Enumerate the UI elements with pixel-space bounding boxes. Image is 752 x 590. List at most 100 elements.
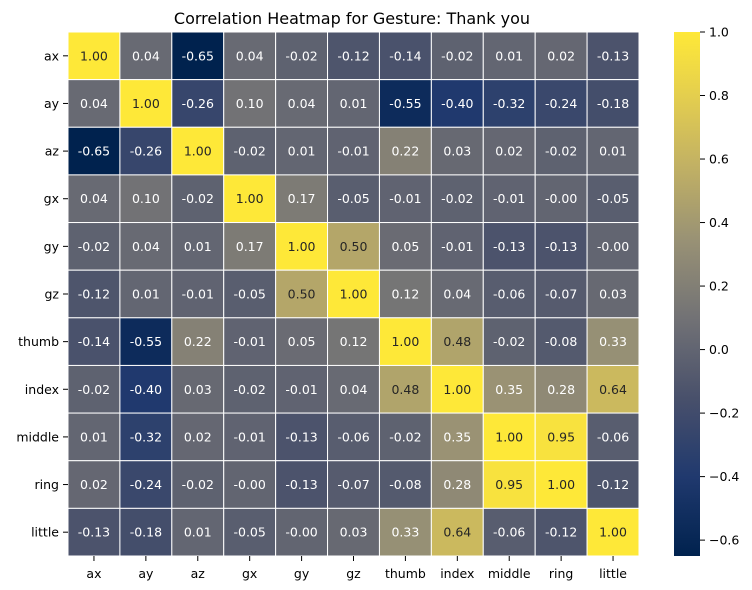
cell-value-label: -0.13	[597, 48, 629, 63]
heatmap-cell	[275, 126, 329, 176]
heatmap-cell	[119, 317, 173, 366]
cell-value-label: 1.00	[288, 239, 316, 254]
chart-title: Correlation Heatmap for Gesture: Thank y…	[174, 9, 530, 28]
x-tick-label: gz	[346, 566, 361, 581]
cell-value-label: 0.03	[443, 144, 471, 159]
heatmap-cell	[430, 507, 484, 557]
cell-value-label: -0.13	[285, 429, 317, 444]
y-axis: ax ay az gx gy gz thumb index middle ring little	[16, 48, 68, 540]
x-tick-label: index	[440, 566, 474, 581]
cell-value-label: 1.00	[340, 287, 368, 302]
cell-value-label: -0.32	[493, 96, 525, 111]
cell-value-label: 0.02	[184, 429, 212, 444]
heatmap-cell	[119, 364, 173, 414]
cell-value-label: -0.12	[78, 287, 110, 302]
cell-value-label: 0.10	[236, 96, 264, 111]
heatmap-cell	[378, 126, 432, 176]
cell-value-label: -0.06	[597, 429, 629, 444]
cell-value-label: -0.05	[234, 525, 266, 540]
cell-value-label: -0.12	[545, 525, 577, 540]
cell-value-label: -0.13	[78, 525, 110, 540]
heatmap-cell	[482, 412, 536, 462]
colorbar-tick-label: 0.4	[709, 215, 729, 230]
heatmap-cell	[586, 31, 640, 81]
cell-value-label: 0.04	[340, 382, 368, 397]
cell-value-label: 0.28	[547, 382, 575, 397]
cell-value-label: -0.55	[130, 334, 162, 349]
cell-value-label: -0.14	[78, 334, 110, 349]
heatmap-cell	[119, 31, 173, 81]
y-tick-label: az	[45, 144, 60, 159]
cell-value-label: 0.04	[288, 96, 316, 111]
x-tick-label: little	[599, 566, 627, 581]
cell-value-label: -0.02	[441, 48, 473, 63]
cell-value-label: 0.02	[80, 477, 108, 492]
cell-value-label: 0.12	[340, 334, 368, 349]
cell-value-label: 1.00	[236, 191, 264, 206]
cell-value-label: -0.13	[285, 477, 317, 492]
cell-value-label: 0.01	[80, 429, 108, 444]
heatmap-cell	[275, 79, 329, 128]
y-tick-label: gz	[45, 287, 60, 302]
heatmap-cell	[223, 222, 277, 271]
heatmap-cell	[327, 31, 380, 81]
cell-value-label: 0.33	[391, 525, 419, 540]
heatmap-cell	[586, 507, 640, 557]
cell-value-label: -0.01	[389, 191, 421, 206]
x-tick-label: thumb	[385, 566, 426, 581]
heatmap-cell	[534, 31, 588, 81]
heatmap-cell	[430, 460, 484, 509]
heatmap-cell	[275, 507, 329, 557]
heatmap-cell	[534, 174, 588, 224]
cell-value-label: 0.01	[184, 525, 212, 540]
cell-value-label: -0.32	[130, 429, 162, 444]
colorbar: 1.0 0.8 0.6 0.4 0.2 0.0 −0.2 −0.4 −0.6	[674, 25, 739, 556]
heatmap-cell	[430, 364, 484, 414]
heatmap-cell	[67, 317, 121, 366]
heatmap-cell	[586, 79, 640, 128]
cell-value-label: 0.10	[132, 191, 160, 206]
cell-value-label: 1.00	[184, 144, 212, 159]
y-tick-label: middle	[16, 429, 59, 444]
heatmap-cell	[223, 317, 277, 366]
cell-value-label: 0.50	[288, 287, 316, 302]
cell-value-label: -0.00	[285, 525, 317, 540]
heatmap-cell	[534, 222, 588, 271]
heatmap-cell	[171, 412, 225, 462]
cell-value-label: -0.07	[337, 477, 369, 492]
cell-value-label: 0.64	[599, 382, 627, 397]
heatmap-cell	[482, 317, 536, 366]
x-tick-label: gx	[242, 566, 257, 581]
cell-value-label: 0.04	[132, 48, 160, 63]
cell-value-label: 0.17	[288, 191, 316, 206]
cell-value-label: 0.01	[599, 144, 627, 159]
heatmap-cell	[67, 79, 121, 128]
heatmap-cell	[171, 460, 225, 509]
heatmap-cell	[327, 79, 380, 128]
cell-value-label: -0.01	[234, 429, 266, 444]
cell-value-label: 0.01	[184, 239, 212, 254]
colorbar-tick-label: −0.4	[709, 469, 739, 484]
colorbar-tick-label: 0.6	[709, 152, 729, 167]
cell-value-label: 1.00	[80, 48, 108, 63]
heatmap-cell	[67, 412, 121, 462]
cell-value-label: -0.40	[441, 96, 473, 111]
heatmap-cell	[67, 269, 121, 319]
y-tick-label: ay	[44, 96, 60, 111]
cell-value-label: -0.13	[545, 239, 577, 254]
heatmap-cell	[171, 79, 225, 128]
cell-value-label: -0.08	[389, 477, 421, 492]
cell-value-label: -0.00	[597, 239, 629, 254]
cell-value-label: -0.01	[441, 239, 473, 254]
cell-value-label: 0.01	[288, 144, 316, 159]
heatmap-cell	[482, 174, 536, 224]
heatmap-cells	[67, 31, 640, 557]
colorbar-tick-label: 1.0	[709, 25, 729, 40]
cell-value-label: 0.01	[132, 287, 160, 302]
cell-value-label: 0.04	[80, 96, 108, 111]
heatmap-cell	[482, 507, 536, 557]
y-tick-label: thumb	[18, 334, 59, 349]
heatmap-cell	[482, 126, 536, 176]
cell-value-label: -0.05	[337, 191, 369, 206]
cell-value-label: -0.02	[441, 191, 473, 206]
